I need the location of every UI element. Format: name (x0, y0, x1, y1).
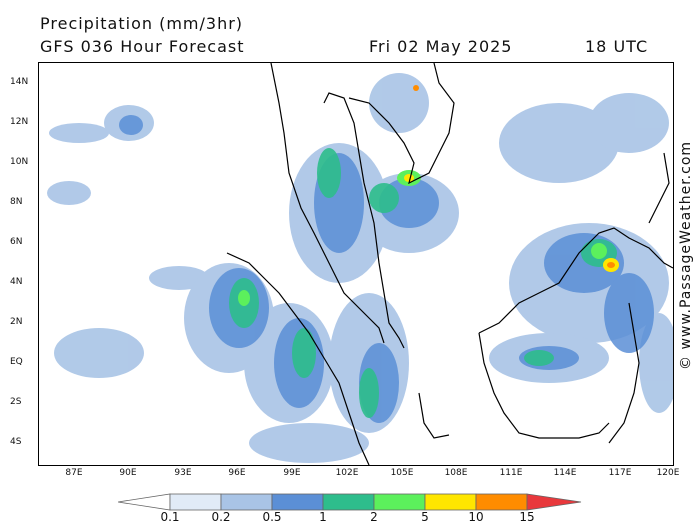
lon-label: 105E (390, 468, 414, 478)
legend-swatch-8 (526, 493, 582, 511)
legend-swatch-4 (322, 493, 375, 511)
lat-label: 8N (10, 197, 23, 207)
lat-label: 4N (10, 277, 23, 287)
lat-label: EQ (10, 357, 23, 367)
color-legend (118, 493, 582, 511)
legend-label: 5 (421, 510, 429, 524)
lon-label: 120E (656, 468, 680, 478)
lon-label: 96E (228, 468, 246, 478)
legend-swatch-5 (373, 493, 426, 511)
legend-label: 0.5 (262, 510, 282, 524)
map-canvas (47, 63, 673, 465)
forecast-date: Fri 02 May 2025 (369, 37, 513, 56)
lon-label: 99E (283, 468, 301, 478)
coastlines (226, 63, 673, 465)
legend-label: 10 (468, 510, 484, 524)
lat-label: 14N (10, 77, 29, 87)
chart-title: Precipitation (mm/3hr) (40, 14, 244, 33)
legend-label: 0.1 (160, 510, 180, 524)
legend-label: 1 (319, 510, 327, 524)
lat-label: 2N (10, 317, 23, 327)
forecast-time: 18 UTC (585, 37, 649, 56)
legend-label: 15 (519, 510, 535, 524)
legend-label: 0.2 (211, 510, 231, 524)
intense-rain-cells (404, 85, 619, 272)
forecast-label: GFS 036 Hour Forecast (40, 37, 245, 56)
legend-label: 2 (370, 510, 378, 524)
lon-label: 102E (335, 468, 359, 478)
lat-label: 2S (10, 397, 22, 407)
lon-label: 108E (444, 468, 468, 478)
lat-label: 4S (10, 437, 22, 447)
legend-swatch-1 (169, 493, 222, 511)
very-heavy-rain-areas (238, 170, 607, 306)
legend-swatch-2 (220, 493, 273, 511)
precipitation-map (38, 62, 674, 466)
legend-swatch-6 (424, 493, 477, 511)
lat-label: 10N (10, 157, 29, 167)
watermark: © www.PassageWeather.com (678, 140, 694, 370)
lat-label: 12N (10, 117, 29, 127)
lon-label: 111E (499, 468, 523, 478)
lon-label: 90E (119, 468, 137, 478)
lat-label: 6N (10, 237, 23, 247)
heavy-rain-areas (229, 148, 617, 418)
lon-label: 87E (65, 468, 83, 478)
legend-swatch-0 (118, 493, 171, 511)
lon-label: 117E (608, 468, 632, 478)
legend-swatch-3 (271, 493, 324, 511)
lon-label: 114E (553, 468, 577, 478)
lon-label: 93E (174, 468, 192, 478)
legend-swatch-7 (475, 493, 528, 511)
